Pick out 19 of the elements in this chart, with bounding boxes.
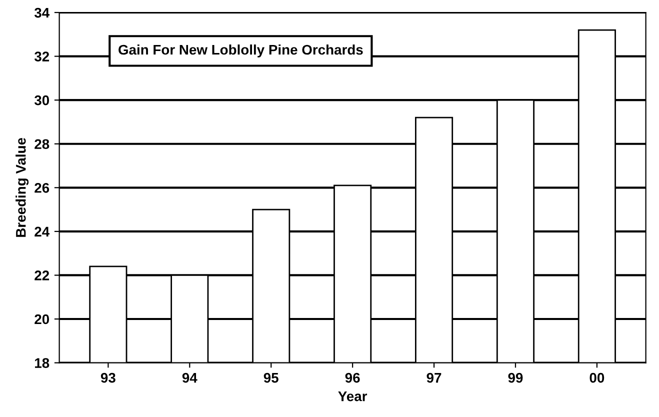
y-tick-label: 18: [35, 358, 50, 368]
y-tick-label: 28: [34, 139, 50, 150]
y-tick-label: 22: [34, 270, 50, 280]
y-tick-label: 30: [34, 95, 50, 106]
x-tick-label: 95: [264, 372, 278, 383]
text: Gain For New Loblolly Pine Orchards: [118, 44, 363, 58]
x-tick-label: 94: [182, 372, 198, 383]
y-tick-label: 32: [34, 52, 50, 62]
y-tick-label: 34: [34, 8, 50, 18]
x-tick-label: 97: [426, 372, 442, 383]
y-axis-title: Breeding Value: [16, 138, 29, 237]
x-tick-label: 93: [100, 372, 116, 383]
y-tick-label: 20: [34, 314, 50, 324]
y-tick-label: 26: [34, 182, 50, 193]
x-tick-label: 96: [345, 372, 360, 383]
x-axis-title: Year: [338, 392, 368, 402]
x-tick-label: 00: [590, 372, 604, 383]
x-tick-label: 99: [508, 372, 523, 383]
y-tick-label: 24: [34, 226, 50, 236]
